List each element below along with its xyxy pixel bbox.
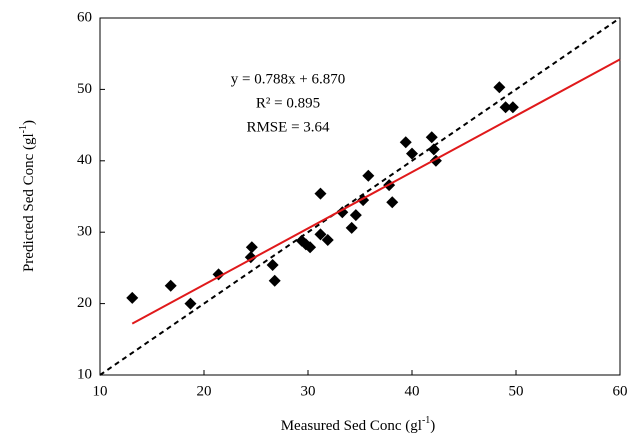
annotation: RMSE = 3.64 — [246, 119, 330, 135]
x-axis-label-end: ) — [430, 418, 435, 434]
y-tick-label: 30 — [77, 224, 92, 240]
annotation: y = 0.788x + 6.870 — [231, 71, 345, 87]
point — [386, 196, 399, 209]
x-tick-label: 60 — [613, 383, 627, 399]
x-tick-label: 10 — [93, 383, 108, 399]
point — [349, 209, 362, 222]
y-tick-label: 50 — [77, 81, 92, 97]
point — [266, 259, 279, 272]
point — [362, 169, 375, 182]
point — [268, 274, 281, 287]
x-tick-label: 20 — [197, 383, 212, 399]
point — [425, 131, 438, 144]
x-axis-label: Measured Sed Conc (gl-1) — [281, 415, 436, 434]
y-tick-label: 20 — [77, 295, 92, 311]
y-tick-label: 60 — [77, 9, 92, 25]
y-axis-label-sup: -1 — [18, 125, 29, 133]
y-axis-label: Predicted Sed Conc (gl-1) — [18, 120, 37, 272]
point — [212, 268, 225, 281]
point — [406, 147, 418, 160]
point — [506, 101, 519, 114]
plot-frame — [99, 17, 621, 376]
point — [314, 228, 327, 241]
annotation: R² = 0.895 — [256, 95, 320, 111]
x-tick-label: 50 — [509, 383, 524, 399]
point — [314, 187, 327, 200]
point — [184, 297, 197, 310]
point — [493, 81, 506, 94]
point — [304, 241, 317, 254]
point — [499, 101, 512, 114]
y-axis-label-end: ) — [21, 120, 37, 125]
x-axis-label-sup: -1 — [422, 415, 430, 426]
point — [164, 279, 177, 292]
point — [427, 143, 440, 156]
y-tick-label: 40 — [77, 152, 92, 168]
line — [131, 58, 621, 325]
point — [321, 234, 334, 247]
point — [345, 221, 358, 234]
y-axis-label-text: Predicted Sed Conc (gl — [21, 133, 37, 272]
x-tick-label: 40 — [405, 383, 420, 399]
point — [126, 291, 139, 304]
y-tick-label: 10 — [77, 366, 92, 382]
point — [399, 136, 412, 149]
point — [245, 241, 258, 254]
x-axis-label-text: Measured Sed Conc (gl — [281, 418, 422, 434]
x-tick-label: 30 — [301, 383, 316, 399]
line — [99, 17, 621, 376]
